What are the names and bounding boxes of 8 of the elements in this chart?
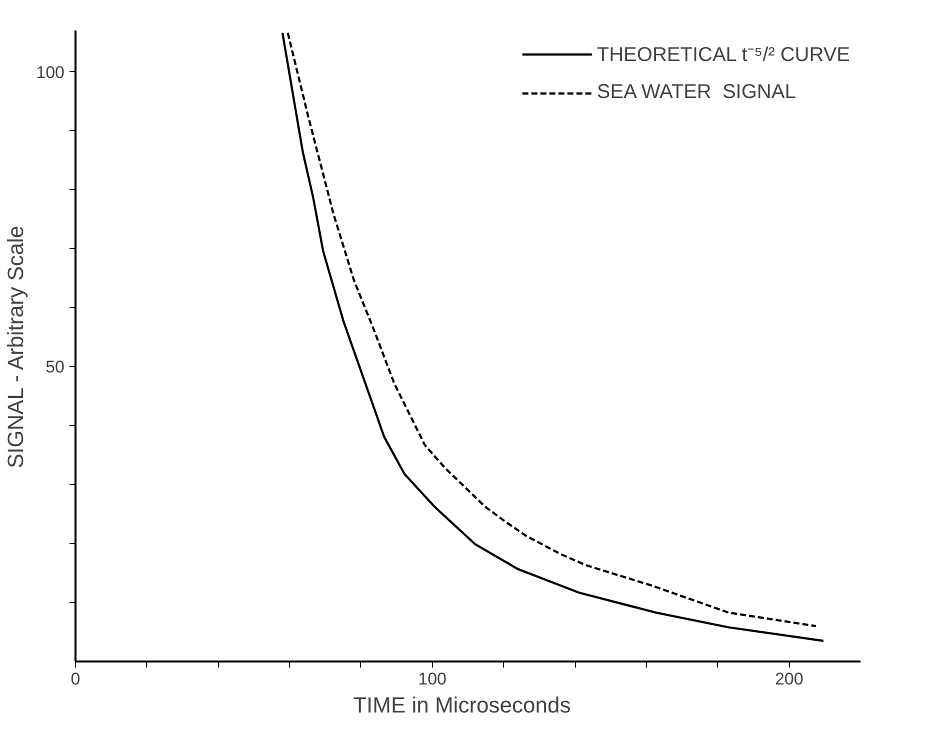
y-axis-title: SIGNAL - Arbitrary Scale [3, 226, 28, 468]
x-tick-label: 0 [70, 670, 80, 688]
legend-label: SEA WATER SIGNAL [596, 81, 796, 104]
x-tick-label: 100 [418, 670, 447, 688]
x-axis-title: TIME in Microseconds [353, 692, 571, 718]
legend-label: THEORETICAL t⁻⁵/² CURVE [596, 43, 850, 67]
x-tick-label: 200 [774, 670, 804, 688]
y-tick-label: 50 [46, 358, 65, 377]
